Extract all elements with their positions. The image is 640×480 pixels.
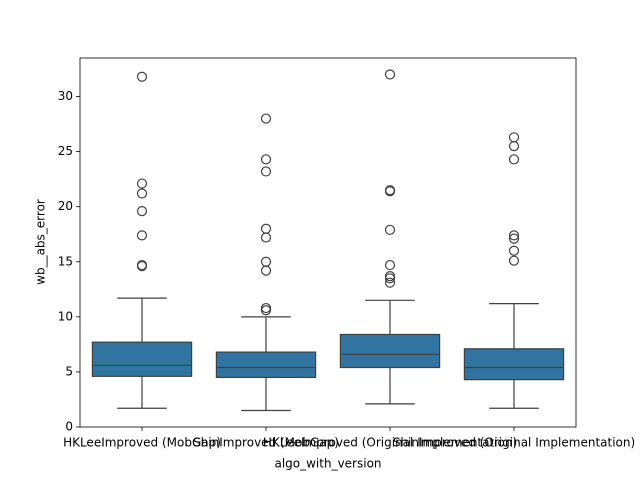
y-axis-label: wb__abs_error <box>34 199 48 285</box>
outlier <box>508 141 520 152</box>
outlier <box>260 113 272 124</box>
outlier <box>260 154 272 165</box>
y-tick-label: 10 <box>58 309 73 323</box>
outlier <box>384 270 396 282</box>
outlier <box>508 245 520 256</box>
y-tick-label: 30 <box>58 89 73 103</box>
y-tick-label: 15 <box>58 254 73 268</box>
outlier <box>260 302 272 314</box>
y-tick-label: 5 <box>65 364 73 378</box>
outlier <box>260 166 272 177</box>
box <box>215 351 317 379</box>
x-tick-label: HKLeeImproved (Original Implementation) <box>263 436 517 450</box>
outlier <box>136 206 148 217</box>
x-axis-label: algo_with_version <box>274 457 381 471</box>
outlier <box>384 185 396 196</box>
outlier <box>260 232 272 243</box>
y-tick-label: 25 <box>58 144 73 158</box>
outlier <box>260 265 272 276</box>
plot-frame <box>79 57 577 428</box>
outlier <box>136 71 148 82</box>
outlier <box>260 256 272 267</box>
outlier <box>260 305 272 316</box>
outlier <box>136 188 148 199</box>
x-tick-label: HKLeeImproved (MobGap) <box>63 436 221 450</box>
x-tick-label: ShinImproved (MobGap) <box>193 436 339 450</box>
y-tick-label: 20 <box>58 199 73 213</box>
outlier <box>136 259 148 271</box>
outlier <box>508 132 520 143</box>
outlier <box>384 69 396 80</box>
outlier <box>260 223 272 234</box>
outlier <box>508 230 520 241</box>
box <box>463 348 565 381</box>
outlier <box>508 233 520 244</box>
y-tick-label: 0 <box>65 420 73 434</box>
outlier <box>136 230 148 241</box>
box <box>339 333 441 369</box>
outlier <box>384 259 396 271</box>
box <box>91 341 193 377</box>
outlier <box>384 224 396 235</box>
outlier <box>384 277 396 288</box>
outlier <box>508 154 520 165</box>
outlier <box>508 255 520 266</box>
x-tick-label: ShinImproved (Original Implementation) <box>393 436 635 450</box>
outlier <box>136 178 148 189</box>
